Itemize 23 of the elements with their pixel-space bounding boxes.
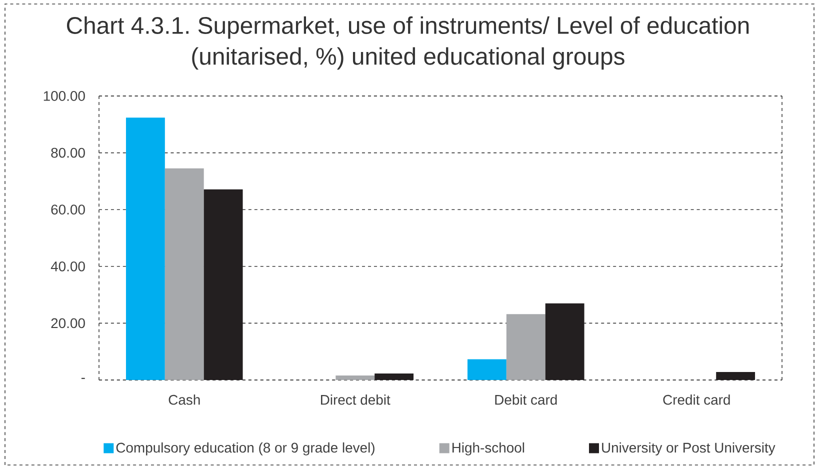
bar <box>164 168 204 380</box>
x-tick-label: Cash <box>168 394 200 405</box>
y-tick-label: 40.00 <box>50 261 85 272</box>
bar <box>506 314 546 380</box>
legend-label: High-school <box>452 442 524 456</box>
bar <box>374 373 414 380</box>
y-tick-label: 100.00 <box>44 91 85 101</box>
bar <box>204 189 243 380</box>
bar <box>716 372 756 380</box>
x-tick-label: Direct debit <box>321 394 390 405</box>
chart-title: Chart 4.3.1. Supermarket, use of instruments/ Level of education (unitarised, %) united educational groups <box>66 16 749 70</box>
legend-label: Compulsory education (8 or 9 grade level) <box>116 442 374 456</box>
bar <box>545 303 584 380</box>
bar <box>336 375 375 380</box>
y-tick-label: 60.00 <box>51 204 85 215</box>
bar <box>467 359 506 380</box>
bar <box>126 118 165 380</box>
legend-label: University or Post University <box>602 442 776 456</box>
y-tick-label: 80.00 <box>51 148 85 158</box>
x-tick-label: Credit card <box>663 394 730 405</box>
x-tick-label: Debit card <box>495 394 557 405</box>
y-tick-label: - <box>81 378 85 379</box>
y-tick-label: 20.00 <box>51 318 85 328</box>
